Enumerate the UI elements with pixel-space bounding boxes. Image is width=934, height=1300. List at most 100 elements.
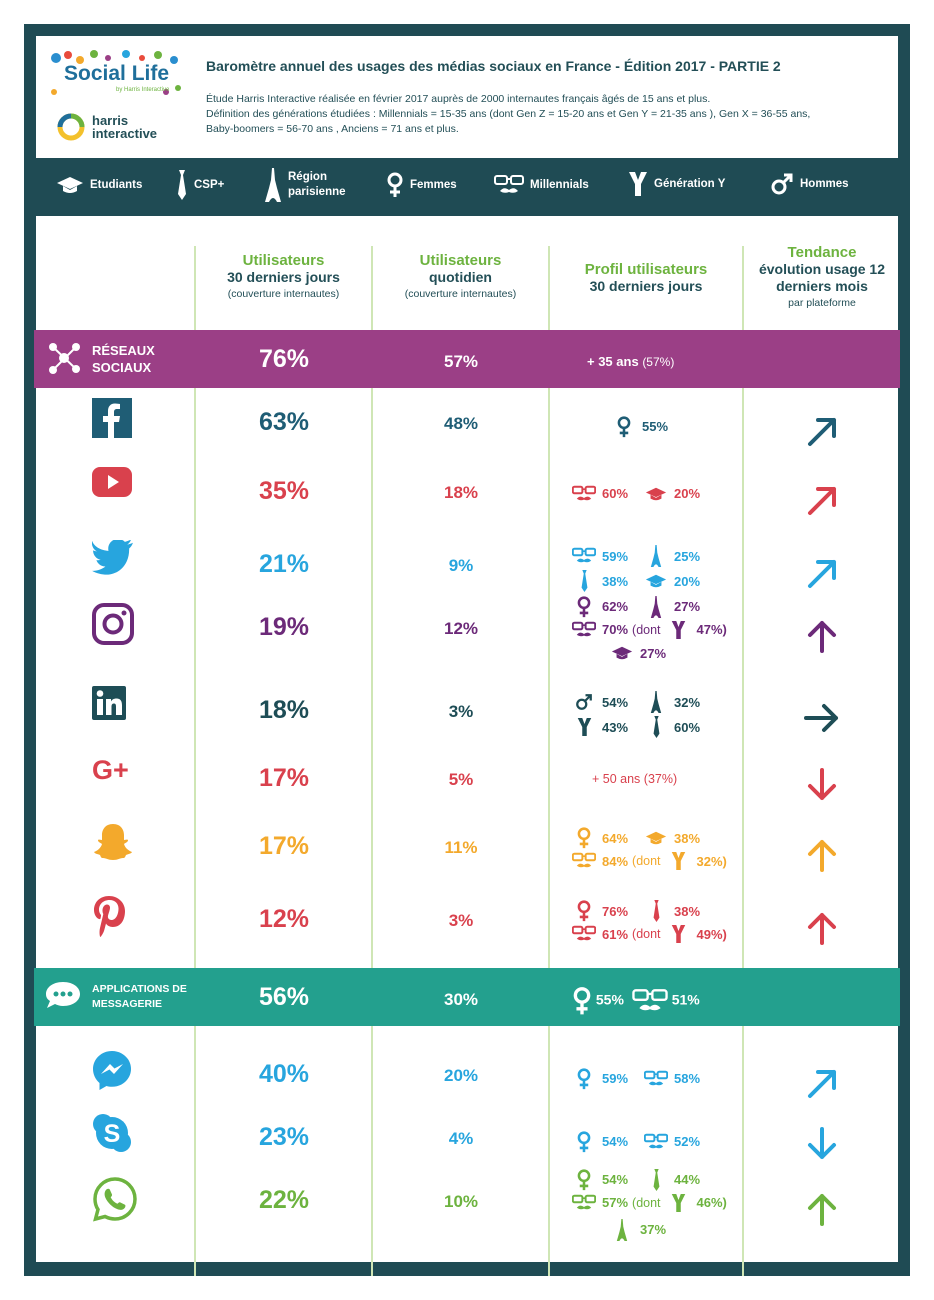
legend-generation-y: Génération Y: [628, 172, 725, 196]
header-daily-users: Utilisateurs quotidien (couverture inter…: [373, 252, 548, 303]
trend-arrow: [804, 481, 840, 522]
daily-users-value: 11%: [444, 838, 478, 857]
legend-label: Génération Y: [654, 178, 726, 190]
header-small: (couverture internautes): [404, 288, 517, 300]
female-icon: [387, 172, 403, 197]
trend-arrow: [804, 1064, 840, 1105]
header-monthly-users: Utilisateurs 30 derniers jours (couvertu…: [196, 252, 371, 303]
trend-arrow: [804, 836, 840, 877]
page-title: Baromètre annuel des usages des médias s…: [206, 58, 781, 74]
tie-icon: [572, 570, 596, 592]
monthly-users-value: 40%: [258, 1060, 310, 1088]
profile-value: 57%: [602, 1195, 629, 1210]
graduation-cap-icon: [644, 574, 668, 588]
google-plus-icon: G+: [92, 754, 138, 789]
whatsapp-icon: [92, 1176, 138, 1227]
profile-value: 46%): [696, 1195, 727, 1210]
profile-line: 38% 20%: [572, 570, 700, 592]
harris-swirl-icon: [57, 113, 85, 141]
legend-millennials: Millennials: [494, 174, 589, 196]
profile-value: 38%: [674, 830, 701, 846]
profile-value: 54%: [602, 1172, 629, 1187]
profile-value: 64%: [602, 830, 629, 846]
header-small: par plateforme: [788, 297, 856, 309]
chat-bubble-icon: [46, 982, 80, 1008]
daily-users-value: 12%: [443, 619, 479, 638]
profile-value: 60%: [674, 719, 701, 735]
monthly-users-value: 17%: [258, 764, 310, 792]
band-messaging: [34, 968, 900, 1026]
profile-value: 25%: [674, 548, 701, 564]
tie-icon: [644, 716, 668, 738]
profile-value: 38%: [674, 903, 701, 919]
profile-value: 37%: [640, 1222, 667, 1237]
pinterest-icon: [92, 895, 126, 942]
female-icon: [573, 987, 591, 1015]
monthly-users-value: 35%: [258, 477, 310, 505]
column-divider: [194, 246, 196, 1276]
glasses-mustache-icon: [572, 547, 596, 565]
female-icon: [572, 1130, 596, 1153]
eiffel-tower-icon: [644, 545, 668, 567]
tie-icon: [178, 170, 186, 200]
profile-line: 64% 38%: [572, 827, 700, 849]
tie-icon: [644, 1168, 668, 1191]
profile-line: 54% 44%: [572, 1168, 701, 1191]
legend-label: CSP+: [194, 179, 225, 191]
eiffel-tower-icon: [644, 691, 668, 713]
arrow-up-icon: [808, 1194, 836, 1226]
profile-value: 51%: [671, 991, 700, 1008]
profile-value: 20%: [674, 573, 701, 589]
header-user-profile: Profil utilisateurs 30 derniers jours: [550, 261, 742, 295]
profile-line: 57% (dont 46%): [572, 1193, 727, 1212]
main-table: [36, 216, 898, 1262]
profile-value: 59%: [602, 548, 629, 564]
band-social-label: RÉSEAUX SOCIAUX: [92, 343, 155, 375]
arrow-up-right-icon: [808, 560, 836, 588]
arrow-up-icon: [808, 913, 836, 945]
column-divider: [371, 246, 373, 1276]
header-dark: évolution usage 12 derniers mois: [758, 261, 886, 294]
daily-users-value: 3%: [448, 702, 474, 721]
band-social-profile: + 35 ans (57%): [587, 354, 674, 369]
profile-line: 61% (dont 49%): [572, 925, 727, 943]
study-description-3: Baby-boomers = 56-70 ans , Anciens = 71 …: [206, 123, 459, 135]
profile-text: + 50 ans (37%): [592, 771, 678, 786]
trend-arrow: [804, 1127, 840, 1168]
profile-text: (dont: [632, 1195, 661, 1210]
profile-line: 84% (dont 32%): [572, 852, 727, 870]
glasses-mustache-icon: [644, 1070, 669, 1088]
network-nodes-icon: [49, 343, 80, 374]
trend-arrow: [804, 909, 840, 950]
messenger-icon: [92, 1050, 132, 1095]
social-life-logo: Social Life by Harris Interactive: [46, 48, 186, 100]
header-trend: Tendance évolution usage 12 derniers moi…: [752, 244, 892, 312]
profile-value: 44%: [674, 1172, 701, 1187]
profile-line: 59% 25%: [572, 545, 700, 567]
profile-value: 55%: [642, 419, 669, 434]
study-description-2: Définition des générations étudiées : Mi…: [206, 108, 811, 120]
skype-icon: S: [92, 1113, 132, 1158]
profile-value: 32%: [674, 694, 701, 710]
profile-age: + 35 ans: [587, 354, 639, 369]
monthly-users-value: 19%: [258, 613, 310, 641]
arrow-right-icon: [804, 704, 838, 732]
arrow-up-right-icon: [808, 1070, 836, 1098]
twitter-icon: [91, 539, 134, 581]
graduation-cap-icon: [644, 831, 668, 845]
legend-csp: CSP+: [176, 170, 224, 200]
y-icon: [572, 718, 596, 736]
y-icon: [667, 620, 691, 639]
profile-value: 27%: [640, 645, 667, 661]
tie-icon: [644, 900, 668, 922]
profile-line: 43% 60%: [572, 716, 700, 738]
trend-arrow: [804, 768, 840, 809]
harris-brand-text: harris interactive: [92, 113, 158, 141]
arrow-up-icon: [808, 840, 836, 872]
band-social-networks: [34, 330, 900, 388]
arrow-up-right-icon: [808, 487, 836, 515]
facebook-icon: [92, 398, 132, 443]
glasses-mustache-icon: [494, 175, 524, 193]
graduation-cap-icon: [57, 177, 83, 193]
profile-line: + 50 ans (37%): [592, 771, 678, 786]
